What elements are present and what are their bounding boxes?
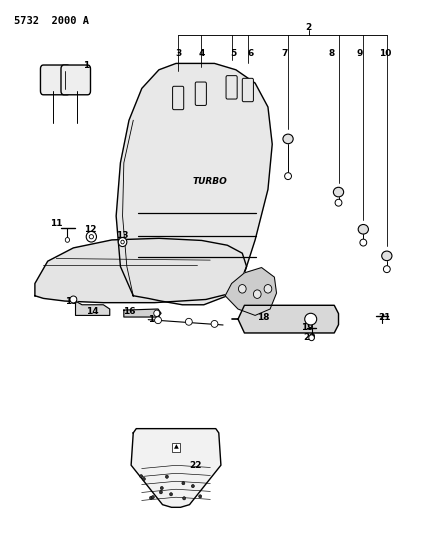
Text: 8: 8 xyxy=(329,50,335,58)
Ellipse shape xyxy=(160,487,163,490)
Ellipse shape xyxy=(309,335,314,341)
Ellipse shape xyxy=(335,199,342,206)
Ellipse shape xyxy=(160,491,163,494)
Text: 16: 16 xyxy=(123,307,135,316)
Text: TURBO: TURBO xyxy=(193,177,228,186)
FancyBboxPatch shape xyxy=(226,76,237,99)
FancyBboxPatch shape xyxy=(40,65,70,95)
Ellipse shape xyxy=(264,285,272,293)
Text: 13: 13 xyxy=(116,231,129,240)
Text: 11: 11 xyxy=(50,220,63,229)
Text: 14: 14 xyxy=(86,307,99,316)
Polygon shape xyxy=(116,63,272,305)
Polygon shape xyxy=(124,309,161,317)
Ellipse shape xyxy=(382,251,392,261)
Polygon shape xyxy=(225,268,277,316)
Text: 19: 19 xyxy=(302,323,314,332)
Ellipse shape xyxy=(166,475,169,478)
Text: ▲: ▲ xyxy=(174,445,178,450)
Ellipse shape xyxy=(154,310,160,317)
Text: 15: 15 xyxy=(65,296,78,305)
Text: 7: 7 xyxy=(282,50,288,58)
Ellipse shape xyxy=(284,173,291,180)
Ellipse shape xyxy=(305,313,317,325)
Ellipse shape xyxy=(283,134,293,144)
Text: 2: 2 xyxy=(305,23,312,32)
Text: 5732  2000 A: 5732 2000 A xyxy=(14,15,88,26)
Text: 5: 5 xyxy=(231,50,237,58)
Polygon shape xyxy=(35,238,247,303)
Ellipse shape xyxy=(358,224,369,234)
Text: 9: 9 xyxy=(356,50,363,58)
Ellipse shape xyxy=(199,495,202,498)
Ellipse shape xyxy=(211,320,218,327)
Ellipse shape xyxy=(333,187,344,197)
Text: 1: 1 xyxy=(83,61,89,70)
Text: 4: 4 xyxy=(199,50,205,58)
Ellipse shape xyxy=(151,496,154,499)
Ellipse shape xyxy=(142,478,145,481)
Text: 12: 12 xyxy=(84,225,97,234)
Text: 18: 18 xyxy=(257,312,270,321)
Ellipse shape xyxy=(118,238,127,247)
Ellipse shape xyxy=(182,482,185,485)
Text: 17: 17 xyxy=(148,315,161,324)
Ellipse shape xyxy=(254,290,261,298)
FancyBboxPatch shape xyxy=(242,78,254,102)
FancyBboxPatch shape xyxy=(195,82,206,106)
Polygon shape xyxy=(238,305,338,333)
Ellipse shape xyxy=(384,266,390,272)
Text: 20: 20 xyxy=(303,333,316,342)
Text: 21: 21 xyxy=(378,312,391,321)
Ellipse shape xyxy=(183,497,186,500)
Polygon shape xyxy=(131,429,221,507)
Ellipse shape xyxy=(86,231,97,242)
Ellipse shape xyxy=(140,474,143,478)
Ellipse shape xyxy=(65,238,69,243)
Text: 3: 3 xyxy=(175,50,181,58)
FancyBboxPatch shape xyxy=(172,86,184,110)
Ellipse shape xyxy=(185,318,192,325)
Ellipse shape xyxy=(70,296,77,303)
Ellipse shape xyxy=(89,235,94,239)
Ellipse shape xyxy=(150,496,152,499)
Text: 10: 10 xyxy=(379,50,392,58)
Ellipse shape xyxy=(239,285,246,293)
Ellipse shape xyxy=(121,240,124,244)
Text: 6: 6 xyxy=(248,50,254,58)
FancyBboxPatch shape xyxy=(61,65,91,95)
Ellipse shape xyxy=(360,239,367,246)
Polygon shape xyxy=(76,301,110,316)
Text: 22: 22 xyxy=(189,462,202,470)
Ellipse shape xyxy=(154,317,161,324)
Ellipse shape xyxy=(191,484,194,488)
Ellipse shape xyxy=(169,492,172,496)
